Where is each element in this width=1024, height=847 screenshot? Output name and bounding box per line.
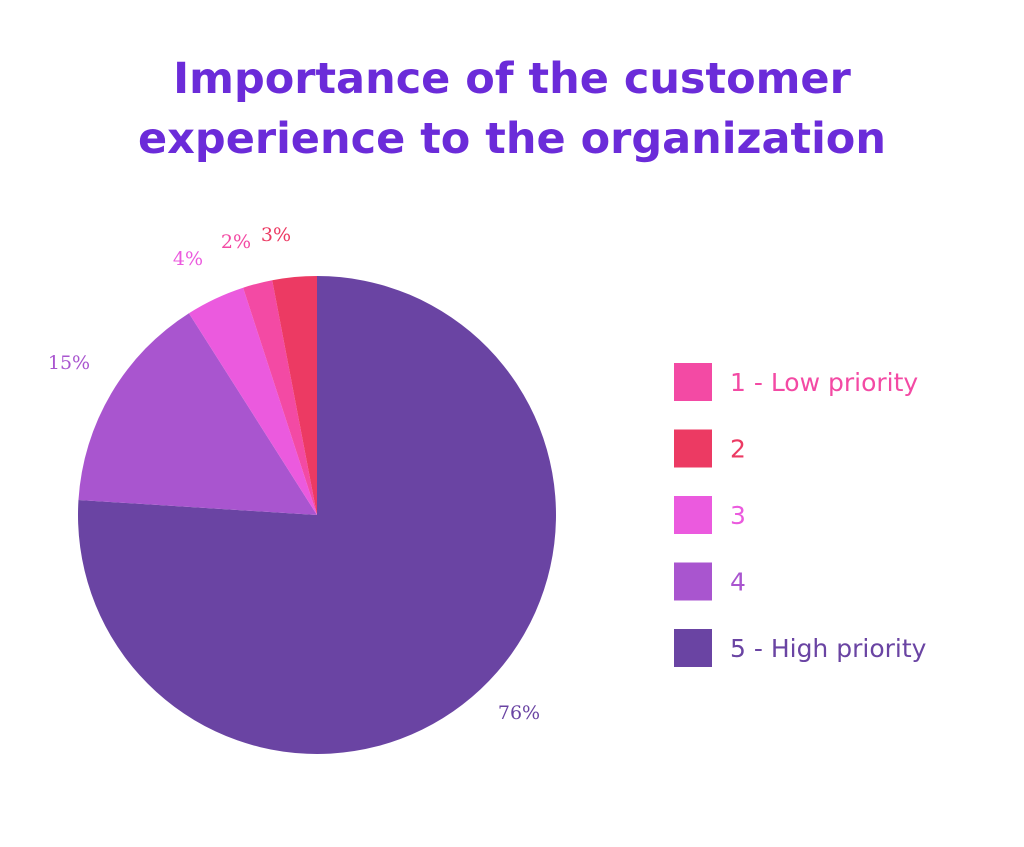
pie-slice-4 [243, 280, 317, 515]
pie-slice-1 [77, 276, 556, 754]
slice-label-3: 4% [173, 248, 203, 270]
legend-label-2: 2 [730, 435, 746, 464]
chart-title: Importance of the customer experience to… [138, 54, 886, 164]
legend-swatch-5 [674, 629, 712, 667]
legend-swatch-3 [674, 496, 712, 534]
legend-label-3: 3 [730, 501, 746, 530]
slice-label-4: 2% [221, 231, 251, 253]
pie-slice-5 [272, 276, 317, 515]
legend: 1 - Low priority 2 3 4 5 - High priority [674, 363, 927, 667]
pie-slice-labels: 76% 15% 4% 2% 3% [48, 224, 540, 724]
pie-slices [77, 276, 556, 754]
chart-title-line-1: Importance of the customer [173, 54, 851, 104]
legend-swatch-2 [674, 429, 712, 468]
slice-label-2: 15% [48, 352, 90, 374]
legend-label-4: 4 [730, 568, 746, 597]
pie-slice-3 [188, 287, 317, 515]
legend-swatch-1 [674, 363, 712, 401]
chart-title-line-2: experience to the organization [138, 114, 886, 164]
legend-label-5: 5 - High priority [730, 634, 927, 663]
pie-slice-2 [78, 313, 317, 515]
slice-label-1: 76% [498, 702, 540, 724]
legend-label-1: 1 - Low priority [730, 368, 918, 397]
legend-swatch-4 [674, 562, 712, 601]
slice-label-5: 3% [261, 224, 291, 246]
